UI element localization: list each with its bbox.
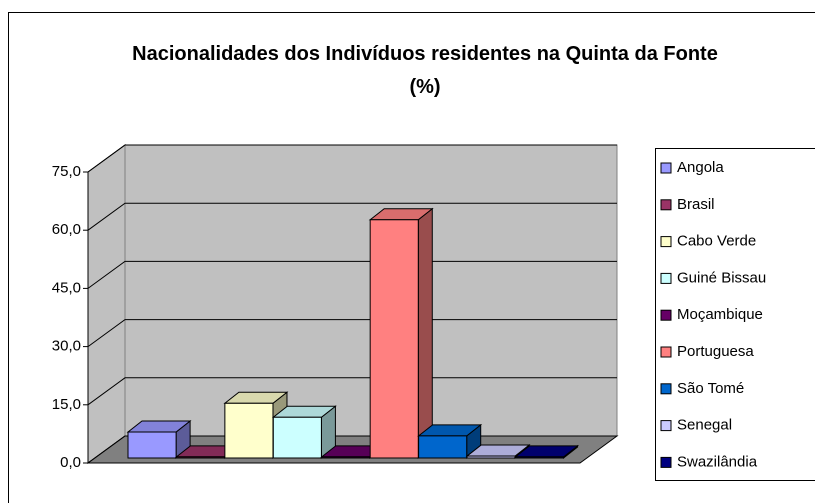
grid-line xyxy=(87,260,617,289)
y-tick-label: 75,0 xyxy=(52,163,81,180)
grid-line xyxy=(87,377,617,406)
legend-swatch xyxy=(660,162,672,174)
legend-label: Moçambique xyxy=(677,306,763,323)
grid-line xyxy=(87,202,617,231)
bar xyxy=(417,423,483,460)
legend-label: Cabo Verde xyxy=(677,233,756,250)
legend-swatch xyxy=(660,199,672,211)
bar-front xyxy=(224,402,274,459)
bar-front xyxy=(127,431,177,459)
legend-label: Swazilândia xyxy=(677,453,758,470)
legend-label: Portuguesa xyxy=(677,343,754,360)
y-tick-label: 60,0 xyxy=(52,221,81,238)
legend-label: Brasil xyxy=(677,196,715,213)
legend-swatch xyxy=(660,346,672,358)
grid-line xyxy=(87,319,617,348)
bar-front xyxy=(514,456,565,459)
legend-swatch xyxy=(660,420,672,432)
bar-front xyxy=(272,416,322,459)
bar xyxy=(126,419,192,460)
bar xyxy=(514,444,580,460)
bar-front xyxy=(418,435,468,459)
y-tick-label: 30,0 xyxy=(52,338,81,355)
y-tick-label: 45,0 xyxy=(52,279,81,296)
bar-front xyxy=(369,219,419,459)
bar-side xyxy=(417,207,433,460)
legend-box xyxy=(655,148,815,481)
bar-front xyxy=(321,456,371,459)
legend-label: Angola xyxy=(677,159,724,176)
chart-title: Nacionalidades dos Indivíduos residentes… xyxy=(132,43,718,98)
bar-front xyxy=(175,456,226,459)
legend-label: Guiné Bissau xyxy=(677,269,766,286)
y-tick-label: 15,0 xyxy=(52,396,81,413)
bar-front xyxy=(466,455,516,459)
legend-swatch xyxy=(660,456,672,468)
legend-swatch xyxy=(660,272,672,284)
legend-swatch xyxy=(660,383,672,395)
legend-label: Senegal xyxy=(677,417,732,434)
bar xyxy=(271,405,337,460)
legend-label: São Tomé xyxy=(677,380,744,397)
legend-swatch xyxy=(660,236,672,248)
side-wall xyxy=(87,144,126,464)
bar xyxy=(368,207,434,460)
legend-swatch xyxy=(660,309,672,321)
grid-line xyxy=(87,144,617,173)
y-tick-label: 0,0 xyxy=(60,454,81,471)
